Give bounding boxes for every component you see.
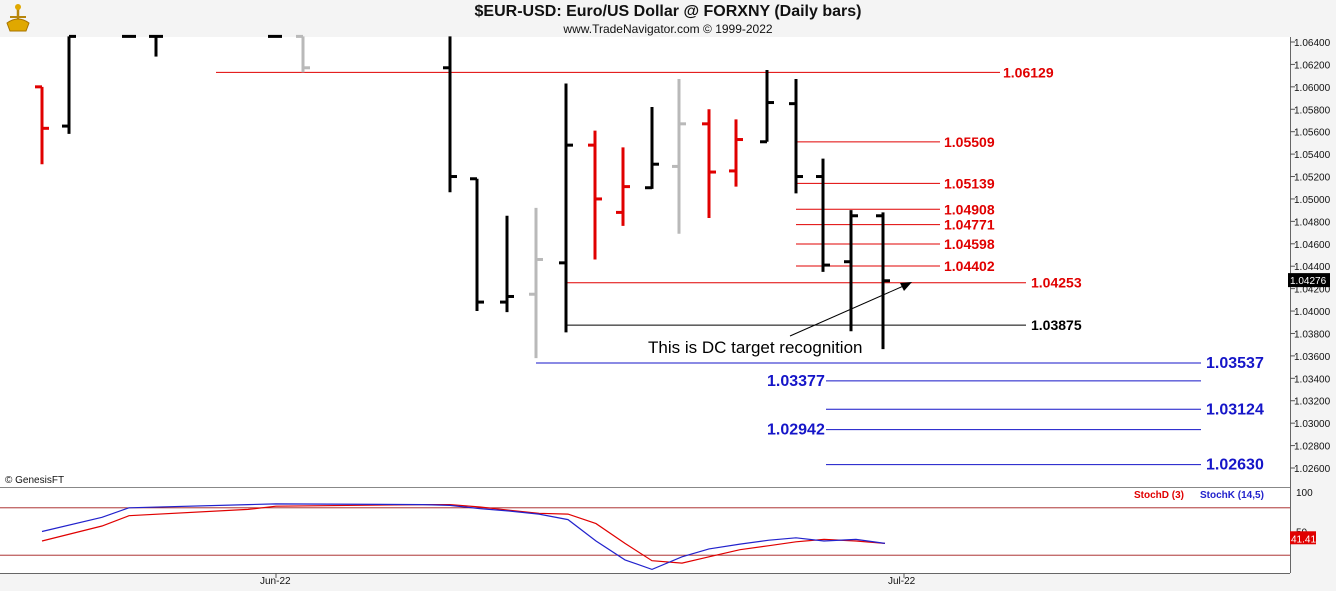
annotation-group: This is DC target recognition (648, 282, 912, 357)
price-level-label: 1.03875 (1031, 317, 1082, 333)
price-tick-label: 1.03600 (1294, 352, 1331, 363)
price-tick-label: 1.02600 (1294, 464, 1331, 475)
chart-subtitle: www.TradeNavigator.com © 1999-2022 (563, 22, 773, 36)
price-tick-label: 1.05200 (1294, 173, 1331, 184)
price-tick-label: 1.04200 (1294, 285, 1331, 296)
stochastic-series-line (41, 504, 886, 564)
price-level-label: 1.02630 (1206, 457, 1264, 474)
price-level-label: 1.05509 (944, 134, 995, 150)
last-price-marker (1288, 273, 1330, 288)
time-axis: Jun-22 Jul-22 (260, 573, 916, 587)
annotation-arrow-line (789, 283, 909, 337)
annotation-text: This is DC target recognition (648, 338, 862, 357)
annotation-arrowhead (900, 282, 912, 291)
price-tick-label: 1.04400 (1294, 262, 1331, 273)
price-tick-label: 1.05000 (1294, 195, 1331, 206)
price-level-label: 1.05139 (944, 175, 995, 191)
price-level-label: 1.03377 (767, 373, 825, 390)
price-tick-label: 1.05600 (1294, 128, 1331, 139)
price-level-label: 1.04253 (1031, 275, 1082, 291)
price-level-label: 1.03124 (1206, 401, 1264, 418)
oscillator-panel-background (0, 488, 1290, 573)
price-tick-label: 1.02800 (1294, 442, 1331, 453)
price-level-label: 1.02942 (767, 422, 825, 439)
time-tick-label: Jun-22 (260, 576, 291, 587)
stochastic-legend-label: StochK (14,5) (1200, 490, 1264, 501)
price-panel-background (0, 37, 1290, 487)
price-tick-label: 1.06400 (1294, 38, 1331, 49)
price-tick-label: 1.03400 (1294, 374, 1331, 385)
price-tick-label: 1.04000 (1294, 307, 1331, 318)
price-level-label: 1.04598 (944, 236, 995, 252)
price-axis: 1.06400 1.06200 1.06000 1.05800 1.05600 1.054… (1288, 38, 1331, 475)
stochastic-legend-label: StochD (3) (1134, 490, 1184, 501)
chart-header: $EUR-USD: Euro/US Dollar @ FORXNY (Daily… (0, 0, 1336, 37)
stochastic-series-line (41, 503, 886, 571)
price-level-label: 1.04402 (944, 258, 995, 274)
time-tick-label: Jul-22 (888, 576, 916, 587)
price-tick-label: 1.03800 (1294, 329, 1331, 340)
price-tick-label: 1.04800 (1294, 217, 1331, 228)
chart-title: $EUR-USD: Euro/US Dollar @ FORXNY (Daily… (474, 3, 862, 20)
stochastic-last-value-label: 41.41 (1291, 534, 1316, 545)
stochastic-panel: 10050StochD (3)StochK (14,5)41.41 (0, 488, 1316, 571)
price-tick-label: 1.04600 (1294, 240, 1331, 251)
price-tick-label: 1.06200 (1294, 60, 1331, 71)
copyright-label: © GenesisFT (5, 475, 64, 486)
price-tick-label: 1.05400 (1294, 150, 1331, 161)
price-tick-label: 1.05800 (1294, 105, 1331, 116)
price-tick-label: 1.03000 (1294, 419, 1331, 430)
price-tick-label: 1.06000 (1294, 83, 1331, 94)
stochastic-last-value-marker (1290, 531, 1316, 545)
trade-navigator-logo-icon (6, 4, 30, 32)
price-level-label: 1.04771 (944, 217, 995, 233)
price-tick-label: 1.03200 (1294, 397, 1331, 408)
last-price-label: 1.04276 (1290, 276, 1327, 287)
price-level-label: 1.03537 (1206, 355, 1264, 372)
price-level-label: 1.06129 (1003, 64, 1054, 80)
stochastic-tick-label: 100 (1296, 488, 1313, 499)
price-level-label: 1.04908 (944, 201, 995, 217)
ohlc-bars (35, 34, 890, 359)
